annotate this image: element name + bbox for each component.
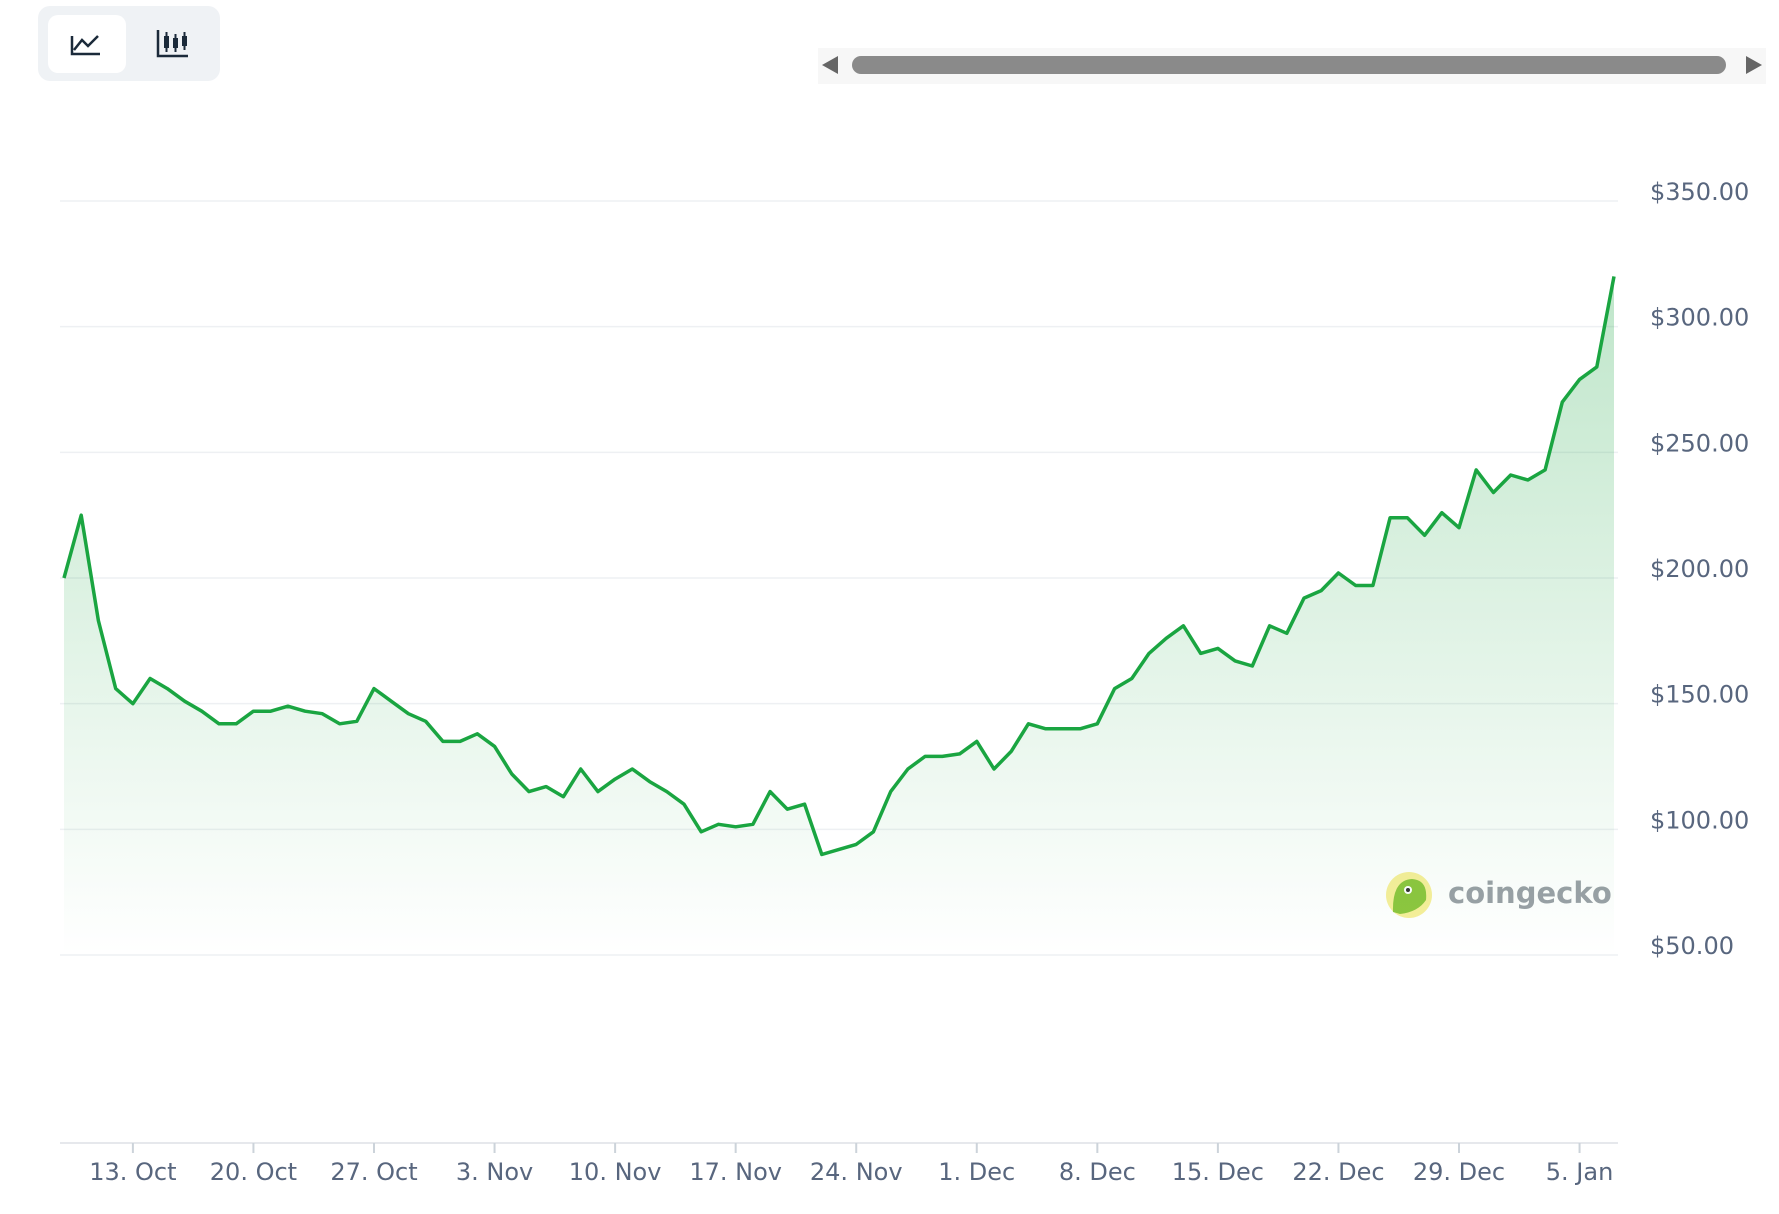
x-tick-label: 27. Oct [330,1158,417,1186]
line-chart-button[interactable] [48,15,126,73]
y-tick-label: $250.00 [1650,429,1749,457]
price-line [62,276,1616,857]
y-tick-label: $150.00 [1650,681,1749,709]
scroll-left[interactable] [822,56,838,74]
scrollbar[interactable] [818,48,1766,84]
x-tick-label: 5. Jan [1546,1158,1614,1186]
candlestick-button[interactable] [156,30,188,58]
y-tick-label: $50.00 [1650,932,1734,960]
y-tick-label: $350.00 [1650,178,1749,206]
x-tick-label: 17. Nov [689,1158,782,1186]
area [64,276,1614,955]
x-tick-label: 10. Nov [569,1158,662,1186]
x-tick-label: 20. Oct [210,1158,297,1186]
y-tick-label: $300.00 [1650,304,1749,332]
x-tick-label: 1. Dec [938,1158,1015,1186]
x-tick-label: 3. Nov [456,1158,533,1186]
y-tick-label: $200.00 [1650,555,1749,583]
x-tick-label: 22. Dec [1292,1158,1384,1186]
x-tick-label: 8. Dec [1059,1158,1136,1186]
x-tick-label: 29. Dec [1413,1158,1505,1186]
scroll-right[interactable] [1746,56,1762,74]
x-tick-label: 13. Oct [89,1158,176,1186]
x-tick-label: 24. Nov [810,1158,903,1186]
y-tick-label: $100.00 [1650,806,1749,834]
x-tick-label: 15. Dec [1172,1158,1264,1186]
